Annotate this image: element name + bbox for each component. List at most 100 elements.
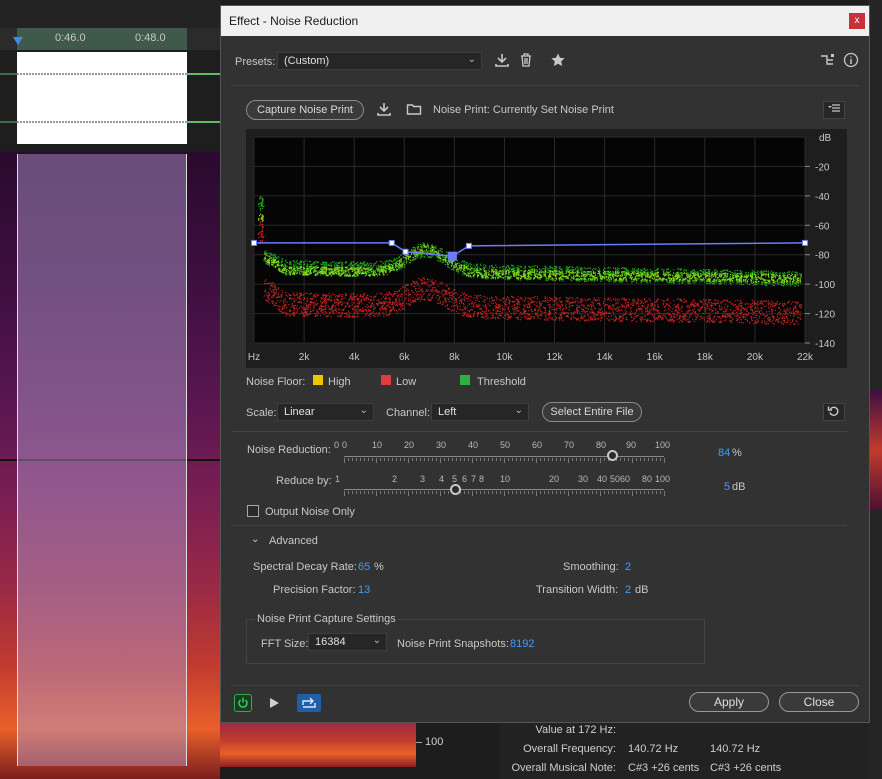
spectral-frequency-display[interactable] xyxy=(0,152,220,779)
apply-button[interactable]: Apply xyxy=(689,692,769,712)
spectral-decay-label: Spectral Decay Rate: xyxy=(253,561,357,573)
slider-minor-tick xyxy=(468,491,469,494)
x-tick-label: 16k xyxy=(647,352,664,363)
slider-minor-tick xyxy=(576,458,577,461)
preview-play-icon[interactable] xyxy=(267,696,281,710)
presets-value: (Custom) xyxy=(284,55,330,67)
transition-width-value[interactable]: 2 xyxy=(625,584,632,596)
slider-minor-tick xyxy=(472,491,473,496)
settings-divider xyxy=(231,431,847,432)
noise-reduction-value[interactable]: 84 xyxy=(718,447,731,459)
save-preset-icon[interactable] xyxy=(493,52,511,70)
slider-minor-tick xyxy=(448,458,449,461)
close-button[interactable]: Close xyxy=(779,692,859,712)
slider-minor-tick xyxy=(528,458,529,461)
slider-minor-tick xyxy=(604,491,605,494)
waveform-view[interactable] xyxy=(0,50,220,146)
capture-noise-print-button[interactable]: Capture Noise Print xyxy=(246,100,364,120)
save-noise-print-icon[interactable] xyxy=(375,101,393,119)
scale-dropdown[interactable]: Linear ⌄ xyxy=(277,403,374,421)
low-profile xyxy=(258,221,802,325)
curve-control-point[interactable] xyxy=(251,239,257,246)
presets-divider xyxy=(231,85,859,86)
curve-control-point[interactable] xyxy=(447,251,457,261)
spectral-decay-unit: % xyxy=(374,561,384,573)
presets-dropdown[interactable]: (Custom) ⌄ xyxy=(277,52,482,70)
channel-dropdown[interactable]: Left ⌄ xyxy=(431,403,529,421)
slider-minor-tick xyxy=(576,491,577,494)
slider-minor-tick xyxy=(372,458,373,461)
slider-minor-tick xyxy=(492,458,493,461)
dialog-titlebar[interactable]: Effect - Noise Reduction x xyxy=(221,6,869,36)
select-entire-file-button[interactable]: Select Entire File xyxy=(542,402,642,422)
chevron-down-icon[interactable]: ⌄ xyxy=(251,534,260,545)
favorite-star-icon[interactable] xyxy=(549,52,567,70)
smoothing-value[interactable]: 2 xyxy=(625,561,632,573)
slider-minor-tick xyxy=(604,458,605,461)
slider-minor-tick xyxy=(492,491,493,494)
power-toggle-icon[interactable] xyxy=(234,694,252,712)
info-key: Overall Frequency: xyxy=(523,743,616,755)
fft-size-label: FFT Size: xyxy=(261,638,309,650)
y-axis-unit: dB xyxy=(819,133,832,144)
dialog-close-icon[interactable]: x xyxy=(849,13,865,29)
noise-profile-graph[interactable]: Hz 2k 4k 6k 8k 10k 12k 14k 16k 18k 20k 22k dB -20 -40 -… xyxy=(246,129,847,368)
output-noise-only-checkbox[interactable] xyxy=(247,505,259,517)
slider-minor-tick xyxy=(348,491,349,494)
info-icon[interactable] xyxy=(842,52,860,70)
playhead-marker-icon[interactable] xyxy=(13,37,23,45)
reduce-by-slider-thumb[interactable] xyxy=(450,484,461,495)
slider-minor-tick xyxy=(468,458,469,461)
open-noise-print-folder-icon[interactable] xyxy=(405,101,423,119)
precision-factor-value[interactable]: 13 xyxy=(358,584,371,596)
curve-control-point[interactable] xyxy=(802,239,808,246)
slider-minor-tick xyxy=(428,491,429,494)
curve-control-point[interactable] xyxy=(388,239,395,246)
slider-minor-tick xyxy=(648,491,649,494)
slider-minor-tick xyxy=(480,491,481,494)
y-tick-label: -80 xyxy=(815,251,830,262)
slider-tick-label: 4 xyxy=(439,474,445,484)
loop-toggle-icon[interactable] xyxy=(297,694,321,712)
slider-minor-tick xyxy=(520,458,521,461)
noise-reduction-track[interactable] xyxy=(344,456,664,457)
fft-size-dropdown[interactable]: 16384 ⌄ xyxy=(308,633,387,651)
reduce-by-track[interactable] xyxy=(344,489,664,490)
slider-minor-tick xyxy=(652,491,653,494)
curve-control-point[interactable] xyxy=(465,242,472,249)
reduce-by-value[interactable]: 5 xyxy=(724,481,731,493)
delete-preset-icon[interactable] xyxy=(517,52,535,70)
slider-minor-tick xyxy=(620,491,621,494)
slider-minor-tick xyxy=(628,491,629,494)
slider-minor-tick xyxy=(488,458,489,461)
slider-minor-tick xyxy=(632,458,633,463)
slider-minor-tick xyxy=(432,491,433,494)
slider-minor-tick xyxy=(524,458,525,461)
slider-minor-tick xyxy=(396,458,397,461)
slider-minor-tick xyxy=(388,458,389,461)
noise-reduction-slider-thumb[interactable] xyxy=(606,450,618,461)
advanced-toggle-label[interactable]: Advanced xyxy=(269,535,318,547)
info-key: Value at 172 Hz: xyxy=(535,724,616,736)
slider-minor-tick xyxy=(444,458,445,461)
noise-print-snapshots-value[interactable]: 8192 xyxy=(510,638,535,650)
spectral-selection[interactable] xyxy=(17,154,187,766)
slider-minor-tick xyxy=(360,458,361,461)
slider-minor-tick xyxy=(408,458,409,463)
noise-reduction-label: Noise Reduction: xyxy=(247,444,331,456)
slider-minor-tick xyxy=(412,491,413,494)
chevron-down-icon: ⌄ xyxy=(467,54,476,65)
graph-menu-icon[interactable] xyxy=(823,101,845,119)
y-tick-label: -120 xyxy=(815,310,835,321)
output-noise-only-label[interactable]: Output Noise Only xyxy=(265,506,355,518)
reset-graph-icon[interactable] xyxy=(823,403,845,421)
slider-minor-tick xyxy=(508,491,509,494)
slider-minor-tick xyxy=(368,458,369,461)
slider-minor-tick xyxy=(556,458,557,461)
routing-icon[interactable] xyxy=(818,52,836,70)
legend-swatch-threshold xyxy=(460,375,470,385)
spectral-decay-value[interactable]: 65 xyxy=(358,561,371,573)
curve-control-point[interactable] xyxy=(402,248,409,255)
slider-minor-tick xyxy=(436,491,437,494)
timeline-ruler[interactable]: 0:46.0 0:48.0 xyxy=(0,28,220,50)
